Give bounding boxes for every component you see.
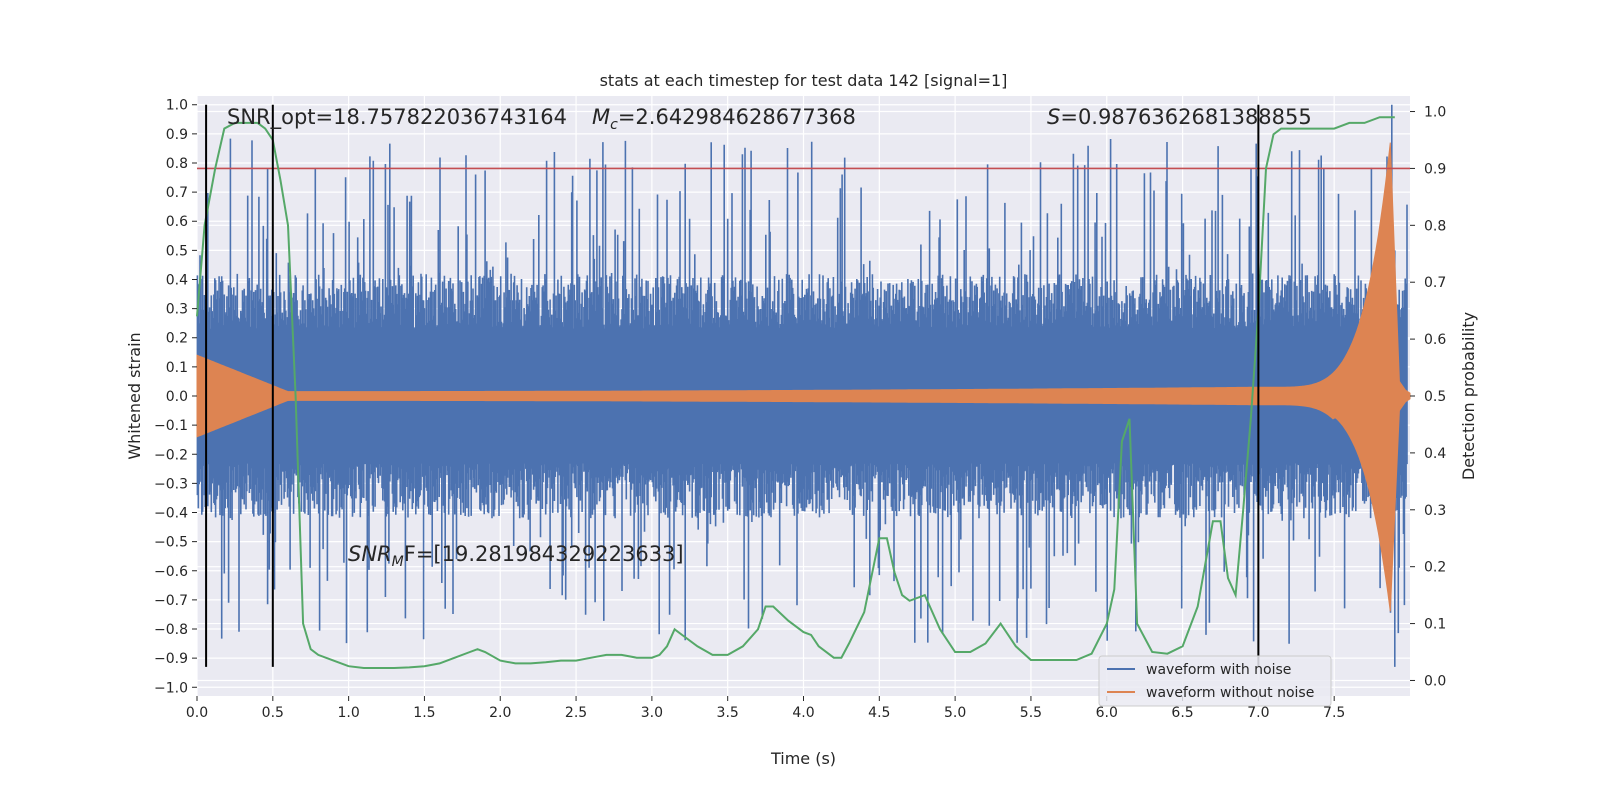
waveform-without-noise-series — [196, 142, 1411, 612]
legend-label-clean: waveform without noise — [1146, 685, 1314, 701]
x-axis-label: Time (s) — [770, 749, 836, 768]
y-tick-label: −0.7 — [154, 593, 188, 609]
snr-mf-annotation: SNRMF=[19.281984329223633] — [348, 542, 684, 570]
x-tick-label: 4.0 — [792, 705, 814, 721]
y-tick-label: 0.9 — [166, 127, 188, 143]
y2-tick-label: 1.0 — [1424, 105, 1446, 121]
y-tick-label: 0.7 — [166, 185, 188, 201]
clean-trace — [196, 142, 1411, 612]
x-tick-label: 0.5 — [262, 705, 284, 721]
s-value: =0.9876362681388855 — [1060, 105, 1311, 129]
y2-tick-label: 0.0 — [1424, 673, 1446, 689]
y2-tick-label: 0.3 — [1424, 503, 1446, 519]
mc-value: =2.642984628677368 — [618, 105, 856, 129]
x-tick-label: 6.5 — [1171, 705, 1193, 721]
vertical-markers — [205, 104, 1260, 667]
detection-probability-line — [196, 116, 1395, 669]
x-tick-label: 7.0 — [1247, 705, 1269, 721]
x-tick-label: 3.0 — [641, 705, 663, 721]
chart-title: stats at each timestep for test data 142… — [600, 71, 1008, 90]
y-tick-label: 0.5 — [166, 243, 188, 259]
y-tick-label: −0.5 — [154, 535, 188, 551]
x-tick-label: 0.0 — [186, 705, 208, 721]
detection-probability-series — [196, 116, 1410, 669]
y-tick-label: 0.2 — [166, 331, 188, 347]
x-tick-label: 3.5 — [717, 705, 739, 721]
y-tick-label: 0.0 — [166, 389, 188, 405]
legend-box — [1098, 655, 1332, 707]
x-tick-label: 5.5 — [1020, 705, 1042, 721]
y2-tick-label: 0.6 — [1424, 332, 1446, 348]
x-tick-label: 1.0 — [337, 705, 359, 721]
x-tick-label: 6.0 — [1096, 705, 1118, 721]
mc-symbol: M — [592, 105, 610, 129]
y-tick-label: 0.4 — [166, 272, 188, 288]
axis-ticks: 0.0 0.5 1.0 1.5 2.0 2.5 3.0 3.5 4.0 4.5 5.0 5.5 6.0 6… — [154, 98, 1446, 721]
chirp-mass-annotation: Mc=2.642984628677368 — [592, 105, 856, 133]
y2-tick-label: 0.8 — [1424, 218, 1446, 234]
y-tick-label: −0.6 — [154, 564, 188, 580]
y2-axis-label: Detection probability — [1459, 312, 1478, 480]
x-tick-label: 4.5 — [868, 705, 890, 721]
y-tick-label: 1.0 — [166, 98, 188, 114]
y-tick-label: 0.3 — [166, 302, 188, 318]
y-tick-label: −0.2 — [154, 447, 188, 463]
x-tick-label: 5.0 — [944, 705, 966, 721]
y-tick-label: 0.8 — [166, 156, 188, 172]
y2-tick-label: 0.4 — [1424, 446, 1446, 462]
y2-tick-label: 0.2 — [1424, 560, 1446, 576]
y-tick-label: −0.9 — [154, 651, 188, 667]
x-tick-label: 1.5 — [413, 705, 435, 721]
mc-subscript: c — [610, 117, 618, 133]
snrmf-value: F=[19.281984329223633] — [404, 542, 684, 566]
y2-tick-label: 0.7 — [1424, 275, 1446, 291]
x-tick-label: 2.5 — [565, 705, 587, 721]
legend-label-noise: waveform with noise — [1146, 662, 1291, 678]
y-tick-label: −0.1 — [154, 418, 188, 434]
y-tick-label: 0.6 — [166, 214, 188, 230]
snr-opt-annotation: SNR_opt=18.757822036743164 — [227, 105, 567, 130]
y2-tick-label: 0.1 — [1424, 617, 1446, 633]
y2-tick-label: 0.5 — [1424, 389, 1446, 405]
y-tick-label: −0.3 — [154, 476, 188, 492]
y-tick-label: −0.4 — [154, 506, 188, 522]
s-symbol: S — [1047, 105, 1060, 129]
snrmf-symbol: SNR — [348, 542, 392, 566]
y-tick-label: −0.8 — [154, 622, 188, 638]
x-tick-label: 7.5 — [1323, 705, 1345, 721]
legend: waveform with noise waveform without noi… — [1098, 655, 1332, 707]
y-tick-label: 0.1 — [166, 360, 188, 376]
x-tick-label: 2.0 — [489, 705, 511, 721]
snrmf-subscript: M — [392, 554, 404, 570]
y-axis-label: Whitened strain — [125, 332, 144, 459]
y-tick-label: −1.0 — [154, 680, 188, 696]
s-annotation: S=0.9876362681388855 — [1047, 105, 1312, 129]
y2-tick-label: 0.9 — [1424, 161, 1446, 177]
